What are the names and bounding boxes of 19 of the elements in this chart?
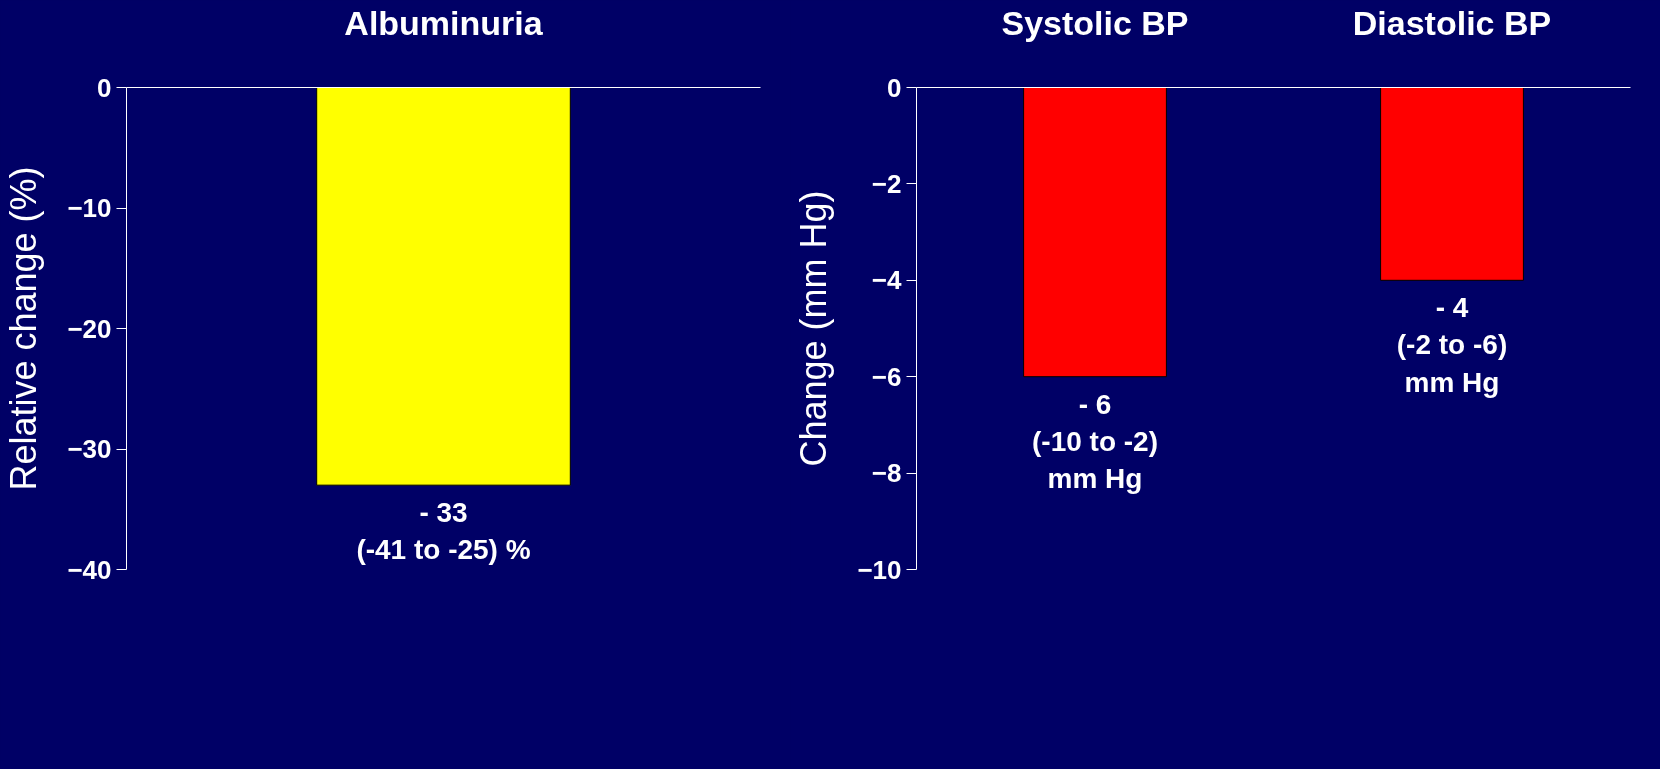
y-tick-label: −20: [67, 313, 112, 344]
y-tick-label: −30: [67, 434, 112, 464]
x-tick-label: Albuminuria: [344, 3, 544, 42]
y-tick-label: −4: [871, 265, 903, 296]
y-tick-label: −2: [871, 168, 902, 199]
y-tick-label: −10: [857, 554, 902, 585]
data-label: - 33 (-41 to -25) %: [356, 497, 531, 566]
y-tick-label: −40: [67, 554, 112, 585]
y-tick-label: −8: [871, 458, 902, 489]
x-tick-label: Diastolic BP: [1352, 3, 1552, 42]
x-tick-label: Systolic BP: [1001, 3, 1189, 42]
data-label: - 6 (-10 to -2) mm Hg: [1032, 388, 1158, 495]
y-tick-label: −6: [871, 361, 902, 392]
y-tick-label: −10: [67, 193, 112, 223]
y-axis-title: Relative change (%): [3, 166, 45, 491]
data-label: - 4 (-2 to -6) mm Hg: [1396, 292, 1508, 398]
y-axis-title: Change (mm Hg): [793, 190, 835, 467]
y-tick-label: 0: [97, 72, 112, 103]
y-tick-label: 0: [887, 72, 902, 103]
